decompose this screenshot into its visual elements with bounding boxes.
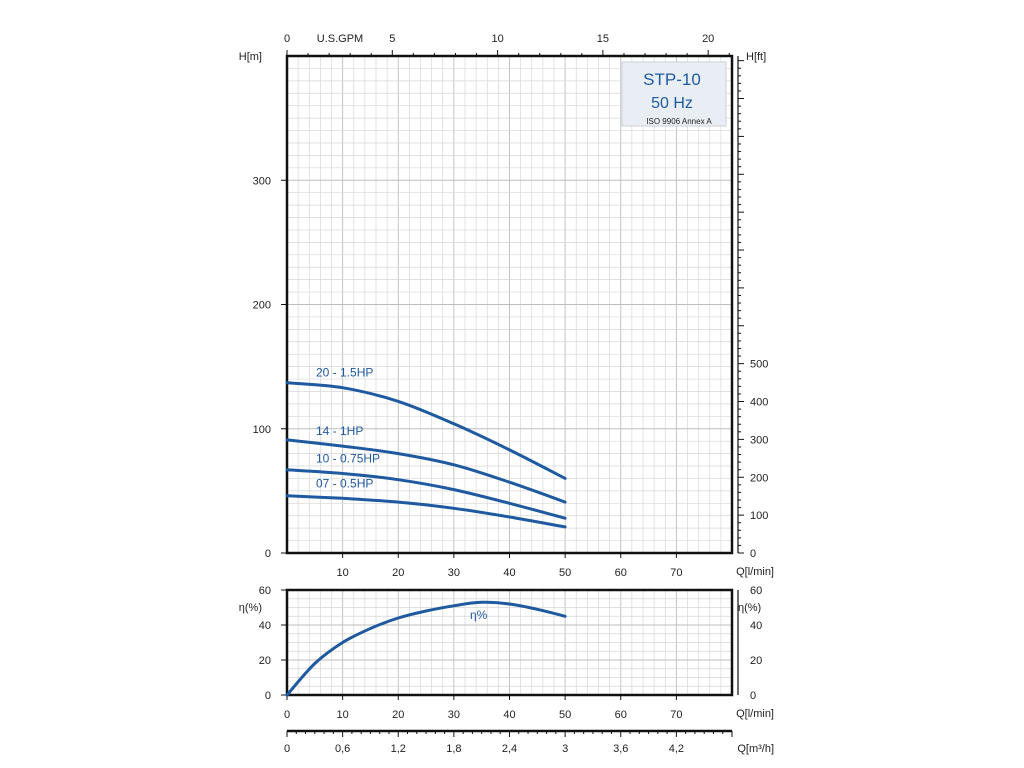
flow-m3h-tick-label: 2,4 — [502, 743, 517, 755]
efficiency-x-tick-label: 20 — [392, 709, 404, 721]
head-y-tick-label: 200 — [253, 300, 271, 312]
head-y-tick-label: 300 — [253, 175, 271, 187]
efficiency-left-tick-label: 40 — [259, 620, 271, 632]
head-ft-tick-label: 500 — [750, 359, 768, 371]
title-box: STP-10 50 Hz ISO 9906 Annex A — [621, 61, 727, 127]
efficiency-right-tick-label: 0 — [750, 690, 756, 702]
head-x-tick-label: 30 — [448, 567, 460, 579]
flow-m3h-tick-label: 3,6 — [613, 743, 628, 755]
head-ft-tick-label: 400 — [750, 397, 768, 409]
gpm-tick-label: 5 — [389, 33, 395, 45]
head-ft-axis-label: H[ft] — [746, 51, 766, 63]
head-x-tick-label: 60 — [615, 567, 627, 579]
head-curve-label: 14 - 1HP — [316, 424, 363, 438]
gpm-tick-label: 10 — [491, 33, 503, 45]
curves: 20 - 1.5HP 14 - 1HP 10 - 0.75HP 07 - 0.5HP η… — [285, 366, 567, 697]
efficiency-right-tick-label: 60 — [750, 585, 762, 597]
head-x-tick-label: 20 — [392, 567, 404, 579]
gpm-tick-label: 15 — [597, 33, 609, 45]
head-curve-1 — [285, 438, 567, 504]
efficiency-x-tick-label: 40 — [503, 709, 515, 721]
head-curve-label: 07 - 0.5HP — [316, 476, 373, 490]
frequency-label: 50 Hz — [651, 95, 693, 112]
gpm-tick-label: 20 — [702, 33, 714, 45]
model-name: STP-10 — [643, 70, 701, 89]
efficiency-x-tick-label: 50 — [559, 709, 571, 721]
head-curve-2 — [285, 468, 567, 520]
flow-lmin-axis-label-head: Q[l/min] — [736, 566, 774, 578]
head-curve-label: 10 - 0.75HP — [316, 451, 380, 465]
efficiency-curve — [285, 600, 567, 697]
flow-m3h-tick-label: 0 — [284, 743, 290, 755]
head-x-tick-label: 70 — [670, 567, 682, 579]
head-ft-tick-label: 300 — [750, 434, 768, 446]
flow-m3h-tick-label: 4,2 — [669, 743, 684, 755]
efficiency-x-tick-label: 0 — [284, 709, 290, 721]
efficiency-left-tick-label: 60 — [259, 585, 271, 597]
efficiency-left-axis-label: η(%) — [239, 602, 262, 614]
efficiency-right-tick-label: 40 — [750, 620, 762, 632]
efficiency-left-tick-label: 20 — [259, 655, 271, 667]
head-m-axis-label: H[m] — [239, 51, 262, 63]
gpm-tick-label: 0 — [284, 33, 290, 45]
flow-m3h-tick-label: 1,8 — [446, 743, 461, 755]
standard-label: ISO 9906 Annex A — [646, 117, 712, 126]
title-box-background — [621, 61, 727, 127]
flow-m3h-tick-label: 3 — [562, 743, 568, 755]
efficiency-grid — [285, 588, 734, 697]
efficiency-left-tick-label: 0 — [265, 690, 271, 702]
head-x-tick-label: 40 — [503, 567, 515, 579]
head-grid — [285, 54, 734, 555]
head-y-tick-label: 100 — [253, 424, 271, 436]
head-curve-3 — [285, 494, 567, 529]
head-curve-label: 20 - 1.5HP — [316, 366, 373, 380]
flow-m3h-axis-label: Q[m³/h] — [737, 743, 774, 755]
head-x-tick-label: 50 — [559, 567, 571, 579]
efficiency-x-tick-label: 60 — [615, 709, 627, 721]
efficiency-x-tick-label: 30 — [448, 709, 460, 721]
flow-m3h-tick-label: 0,6 — [335, 743, 350, 755]
efficiency-curve-label: η% — [470, 608, 488, 622]
head-ft-tick-label: 200 — [750, 472, 768, 484]
head-curve-0 — [285, 381, 567, 480]
head-ft-tick-label: 0 — [750, 548, 756, 560]
head-ft-tick-label: 100 — [750, 510, 768, 522]
flow-m3h-tick-label: 1,2 — [391, 743, 406, 755]
efficiency-x-tick-label: 10 — [337, 709, 349, 721]
flow-lmin-axis-label-efficiency: Q[l/min] — [736, 708, 774, 720]
efficiency-x-tick-label: 70 — [670, 709, 682, 721]
gpm-axis-label: U.S.GPM — [317, 33, 363, 45]
head-x-tick-label: 10 — [337, 567, 349, 579]
efficiency-right-axis-label: η(%) — [738, 602, 761, 614]
head-y-tick-label: 0 — [265, 548, 271, 560]
efficiency-right-tick-label: 20 — [750, 655, 762, 667]
